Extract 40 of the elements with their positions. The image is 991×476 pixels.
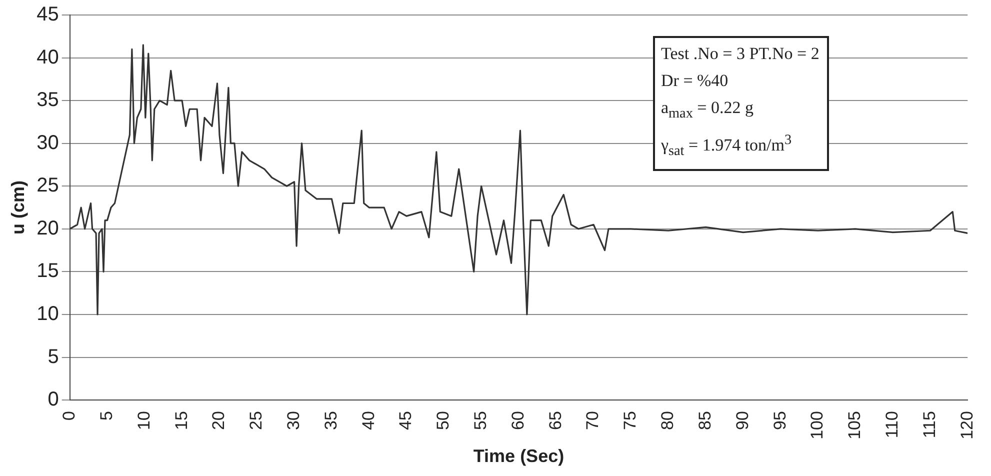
x-tick-label: 70: [583, 411, 602, 430]
x-tick-label: 90: [732, 411, 752, 430]
y-tick-label: 10: [36, 302, 59, 325]
y-tick-label: 20: [36, 217, 59, 240]
x-tick-label: 65: [546, 411, 565, 430]
x-tick-label: 120: [957, 411, 976, 440]
x-tick-label: 10: [134, 411, 154, 430]
y-axis-title: u (cm): [8, 180, 28, 235]
x-tick-label: 0: [60, 411, 79, 421]
x-tick-label: 45: [396, 411, 416, 430]
x-tick-label: 20: [209, 411, 228, 430]
x-tick-label: 105: [845, 411, 864, 440]
y-tick-label: 45: [36, 4, 59, 26]
x-tick-label: 80: [658, 411, 678, 430]
x-tick-label: 115: [920, 411, 939, 438]
y-tick-label: 35: [36, 89, 59, 112]
x-tick-label: 75: [620, 411, 640, 430]
y-tick-label: 40: [36, 46, 59, 68]
x-tick-label: 35: [321, 411, 340, 430]
x-tick-label: 100: [808, 411, 827, 440]
x-tick-label: 110: [882, 411, 902, 438]
x-tick-label: 15: [172, 411, 191, 430]
x-tick-label: 95: [770, 411, 790, 430]
y-tick-label: 25: [36, 174, 59, 197]
y-tick-label: 15: [36, 260, 59, 282]
x-tick-label: 40: [358, 411, 378, 430]
x-tick-label: 55: [471, 411, 490, 430]
annotation: Test .No = 3 PT.No = 2: [661, 43, 820, 65]
x-tick-label: 85: [695, 411, 714, 430]
annotation: γ$_{sat}$ = 1.974 ton/m$^{3}$: [661, 131, 793, 162]
x-tick-label: 30: [284, 411, 303, 430]
y-tick-label: 30: [36, 132, 59, 154]
annotation: Dr = %40: [661, 70, 730, 92]
x-tick-label: 25: [246, 411, 266, 430]
x-tick-label: 60: [508, 411, 528, 430]
x-axis-title: Time (Sec): [473, 446, 564, 466]
x-tick-label: 50: [434, 411, 453, 430]
annotation: a$_{max}$ = 0.22 g: [661, 97, 755, 124]
y-tick-label: 5: [48, 346, 59, 368]
x-tick-label: 5: [96, 411, 116, 421]
